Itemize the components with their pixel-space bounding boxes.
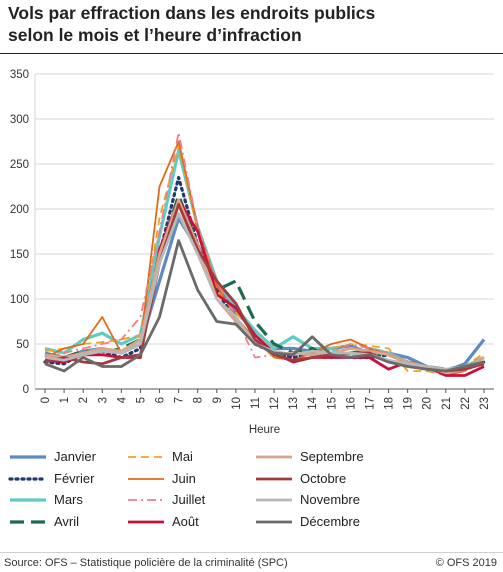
y-tick-label: 300 (10, 114, 29, 126)
x-tick-label: 9 (212, 397, 224, 403)
series-line-1 (43, 175, 486, 373)
y-tick-label: 100 (10, 294, 29, 306)
x-tick-label: 14 (307, 396, 319, 409)
legend-label: Juin (172, 470, 196, 486)
series-line-9 (44, 203, 485, 373)
series-line-11 (44, 239, 485, 373)
legend-label: Janvier (54, 449, 96, 464)
x-tick-label: 20 (422, 397, 434, 410)
x-tick-label: 10 (231, 397, 243, 410)
legend-swatch (10, 498, 46, 502)
x-tick-label: 16 (345, 397, 357, 410)
legend-swatch (128, 477, 164, 480)
x-tick-label: 1 (59, 397, 71, 403)
x-axis-title: Heure (249, 424, 280, 436)
legend-swatch (256, 477, 292, 480)
footer-divider (0, 552, 503, 553)
legend-label: Mai (172, 449, 193, 464)
x-tick-label: 8 (193, 397, 205, 403)
legend-swatch (256, 455, 292, 459)
legend-swatch (256, 520, 292, 523)
title-line-1: Vols par effraction dans les endroits pu… (8, 3, 376, 23)
legend-swatch (8, 476, 48, 481)
y-tick-label: 250 (10, 159, 29, 171)
y-tick-label: 350 (10, 69, 29, 81)
title-line-2: selon le mois et l’heure d’infraction (8, 25, 302, 45)
legend-swatch (10, 519, 46, 524)
legend-label: Novembre (300, 492, 360, 507)
copyright-note: © OFS 2019 (435, 557, 497, 569)
legend-label: Mars (54, 492, 83, 507)
x-tick-label: 5 (135, 397, 147, 403)
legend-label: Février (54, 470, 95, 486)
y-tick-label: 50 (16, 339, 29, 351)
legend-swatch (10, 455, 46, 459)
x-tick-label: 6 (155, 397, 167, 403)
gridlines (35, 73, 494, 390)
x-tick-label: 18 (384, 397, 396, 410)
legend-label: Août (172, 513, 199, 529)
series-lines (43, 131, 486, 377)
x-tick-label: 15 (326, 397, 338, 410)
series-line-2 (44, 148, 485, 373)
series-line-6 (44, 131, 485, 374)
x-tick-label: 17 (364, 397, 376, 410)
x-tick-label: 13 (288, 397, 300, 410)
x-tick-label: 12 (269, 397, 281, 410)
legend: Janvier Février Mars Avril Mai Juin Juillet Aoû… (0, 444, 503, 544)
y-tick-label: 0 (23, 384, 29, 396)
legend-label: Juillet (172, 492, 206, 507)
legend-label: Décembre (300, 513, 360, 529)
chart-title: Vols par effraction dans les endroits pu… (8, 2, 488, 46)
x-tick-label: 23 (479, 397, 491, 410)
x-tick-label: 21 (441, 397, 453, 410)
x-tick-label: 22 (460, 397, 472, 410)
x-tick-label: 4 (116, 396, 128, 403)
legend-swatch (128, 520, 164, 523)
x-tick-label: 19 (403, 397, 415, 410)
legend-label: Septembre (300, 449, 364, 464)
title-divider (0, 53, 503, 54)
legend-swatch (256, 498, 292, 502)
legend-label: Avril (54, 513, 80, 529)
legend-swatch (128, 456, 164, 458)
y-axis: 0 50 100 150 200 250 300 350 (10, 69, 36, 396)
x-tick-label: 7 (174, 397, 186, 403)
x-tick-label: 11 (250, 397, 262, 409)
legend-swatch (128, 499, 164, 501)
x-axis: 0 1 2 3 4 5 6 7 8 9 10 11 12 13 14 15 16 17 18 19 20 21 22 23 (40, 389, 491, 410)
legend-label: Octobre (300, 470, 347, 486)
x-tick-label: 3 (97, 397, 109, 403)
x-tick-label: 2 (78, 397, 90, 403)
x-tick-label: 0 (40, 397, 52, 403)
y-tick-label: 150 (10, 249, 29, 261)
y-tick-label: 200 (10, 204, 29, 216)
source-note: Source: OFS – Statistique policière de l… (4, 557, 288, 569)
